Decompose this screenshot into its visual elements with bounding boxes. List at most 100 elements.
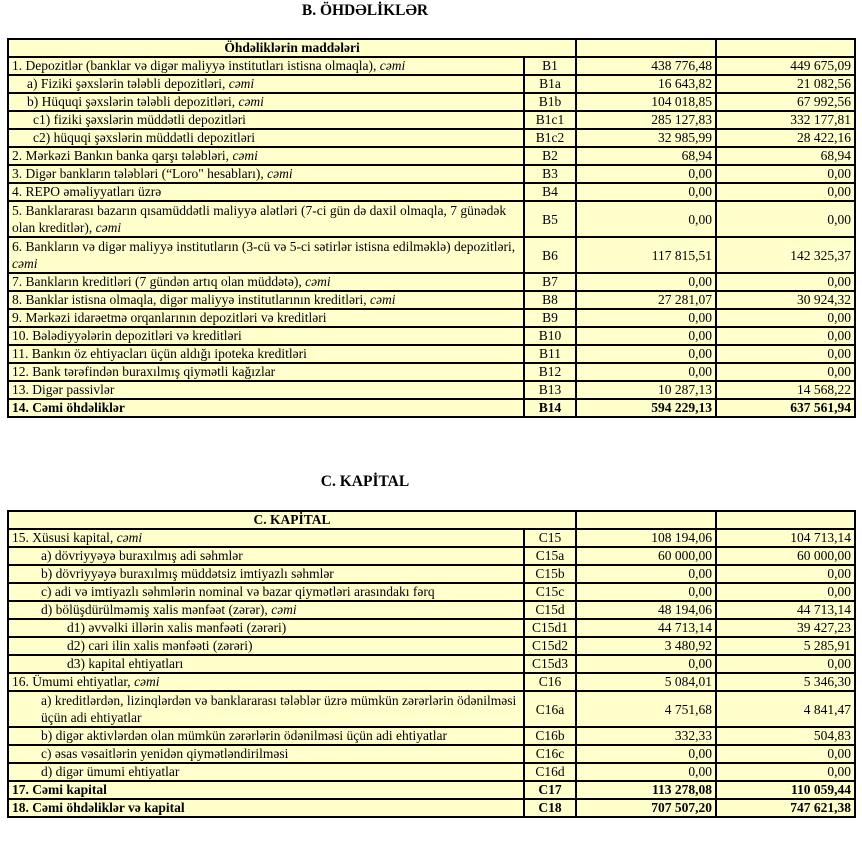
table-row: 4. REPO əməliyyatları üzrə B4 0,00 0,00 (7, 182, 857, 202)
section-b-title: B. ÖHDƏLİKLƏR (301, 2, 429, 19)
row-value-2: 0,00 (715, 654, 857, 674)
row-value-2: 110 059,44 (715, 780, 857, 800)
table-row: 13. Digər passivlər B13 10 287,13 14 568,22 (7, 380, 857, 400)
row-label-text: 15. Xüsusi kapital, (12, 530, 117, 545)
row-value-2: 0,00 (715, 344, 857, 364)
table-row: 16. Ümumi ehtiyatlar, cəmi C16 5 084,01 5 3… (7, 672, 857, 692)
row-label-text: d) bölüşdürülməmiş xalis mənfəət (zərər)… (41, 602, 272, 617)
row-value-1: 0,00 (575, 182, 718, 202)
row-value-1: 5 084,01 (575, 672, 718, 692)
table-row: 9. Mərkəzi idarəetmə orqanlarının depozi… (7, 308, 857, 328)
row-label: 7. Bankların kreditləri (7 gündən artıq … (7, 272, 525, 292)
row-value-1: 117 815,51 (575, 236, 718, 274)
row-value-1: 0,00 (575, 582, 718, 602)
table-row: c2) hüquqi şəxslərin müddətli depozitlər… (7, 128, 857, 148)
row-label: 9. Mərkəzi idarəetmə orqanlarının depozi… (7, 308, 525, 328)
row-label-text: 2. Mərkəzi Bankın banka qarşı tələbləri, (12, 148, 233, 163)
table-row: 3. Digər bankların tələbləri (“Loro" hes… (7, 164, 857, 184)
row-code: B14 (522, 398, 578, 418)
row-value-1: 707 507,20 (575, 798, 718, 818)
row-label-text: 14. Cəmi öhdəliklər (12, 400, 125, 415)
row-value-2: 67 992,56 (715, 92, 857, 112)
table-row: 5. Banklararası bazarın qısamüddətli mal… (7, 200, 857, 238)
row-code: C15d2 (522, 636, 578, 656)
row-label: 4. REPO əməliyyatları üzrə (7, 182, 525, 202)
row-label-emphasis: cəmi (370, 292, 396, 307)
row-code: B12 (522, 362, 578, 382)
row-value-2: 0,00 (715, 362, 857, 382)
row-value-1: 16 643,82 (575, 74, 718, 94)
row-code: C16d (522, 762, 578, 782)
row-label-text: d2) cari ilin xalis mənfəəti (zərəri) (67, 638, 253, 653)
header-label: Öhdəliklərin maddələri (6, 38, 578, 58)
table-row: c1) fiziki şəxslərin müddətli depozitlər… (7, 110, 857, 130)
table-row: 17. Cəmi kapital C17 113 278,08 110 059,44 (7, 780, 857, 800)
row-value-2: 21 082,56 (715, 74, 857, 94)
row-value-2: 0,00 (715, 582, 857, 602)
table-row: d1) əvvəlki illərin xalis mənfəəti (zərə… (7, 618, 857, 638)
row-label-text: 12. Bank tərəfindən buraxılmış qiymətli … (12, 364, 276, 379)
row-label-text: 13. Digər passivlər (12, 382, 115, 397)
row-code: C17 (522, 780, 578, 800)
row-label-text: 5. Banklararası bazarın qısamüddətli mal… (12, 203, 507, 235)
capital-table: C. KAPİTAL 15. Xüsusi kapital, cəmi C15 10… (6, 510, 857, 818)
row-value-2: 0,00 (715, 308, 857, 328)
row-code: B1c1 (522, 110, 578, 130)
row-label-text: c1) fiziki şəxslərin müddətli depozitlər… (33, 112, 246, 127)
row-value-2: 39 427,23 (715, 618, 857, 638)
row-value-2: 0,00 (715, 326, 857, 346)
row-label-emphasis: cəmi (134, 674, 160, 689)
row-label: d1) əvvəlki illərin xalis mənfəəti (zərə… (7, 618, 525, 638)
row-label-text: 11. Bankın öz ehtiyacları üçün aldığı ip… (12, 346, 307, 361)
row-value-1: 0,00 (575, 164, 718, 184)
row-label: a) kreditlərdən, lizinqlərdən və banklar… (7, 690, 525, 728)
row-value-1: 104 018,85 (575, 92, 718, 112)
row-label-text: d3) kapital ehtiyatları (67, 656, 184, 671)
row-value-1: 0,00 (575, 272, 718, 292)
row-label-text: 16. Ümumi ehtiyatlar, (12, 674, 135, 689)
row-label: 8. Banklar istisna olmaqla, digər maliyy… (7, 290, 525, 310)
row-code: C16a (522, 690, 578, 728)
row-label-emphasis: cəmi (12, 256, 38, 271)
table-row: d2) cari ilin xalis mənfəəti (zərəri) C15… (7, 636, 857, 656)
row-value-2: 637 561,94 (715, 398, 857, 418)
row-label-text: b) digər aktivlərdən olan mümkün zərərlə… (41, 728, 447, 743)
table-row: d) bölüşdürülməmiş xalis mənfəət (zərər)… (7, 600, 857, 620)
row-label-text: 4. REPO əməliyyatları üzrə (12, 184, 162, 199)
table-header-row: C. KAPİTAL (6, 510, 857, 530)
row-value-2: 142 325,37 (715, 236, 857, 274)
row-value-2: 0,00 (715, 182, 857, 202)
row-label-text: 6. Bankların və digər maliyyə institutla… (12, 239, 516, 254)
row-value-2: 28 422,16 (715, 128, 857, 148)
row-label: 10. Bələdiyyələrin depozitləri və kredit… (7, 326, 525, 346)
row-code: C15d3 (522, 654, 578, 674)
row-label: b) dövriyyəyə buraxılmış müddətsiz imtiy… (7, 564, 525, 584)
row-value-2: 104 713,14 (715, 528, 857, 548)
row-value-2: 60 000,00 (715, 546, 857, 566)
row-label: 3. Digər bankların tələbləri (“Loro" hes… (7, 164, 525, 184)
row-value-2: 0,00 (715, 164, 857, 184)
row-code: B3 (522, 164, 578, 184)
table-row: 12. Bank tərəfindən buraxılmış qiymətli … (7, 362, 857, 382)
row-code: C15d (522, 600, 578, 620)
row-label: d3) kapital ehtiyatları (7, 654, 525, 674)
row-label: b) Hüquqi şəxslərin tələbli depozitləri,… (7, 92, 525, 112)
row-value-1: 113 278,08 (575, 780, 718, 800)
row-label: 15. Xüsusi kapital, cəmi (7, 528, 525, 548)
table-row: 10. Bələdiyyələrin depozitləri və kredit… (7, 326, 857, 346)
row-value-2: 504,83 (715, 726, 857, 746)
table-row: 1. Depozitlər (banklar və digər maliyyə … (7, 56, 857, 76)
row-label-text: 10. Bələdiyyələrin depozitləri və kredit… (12, 328, 242, 343)
row-value-1: 285 127,83 (575, 110, 718, 130)
table-row: a) Fiziki şəxslərin tələbli depozitləri,… (7, 74, 857, 94)
row-code: B8 (522, 290, 578, 310)
row-label-text: a) Fiziki şəxslərin tələbli depozitləri, (27, 76, 229, 91)
row-value-1: 0,00 (575, 744, 718, 764)
row-value-2: 30 924,32 (715, 290, 857, 310)
row-label: 16. Ümumi ehtiyatlar, cəmi (7, 672, 525, 692)
row-value-1: 0,00 (575, 200, 718, 238)
row-value-2: 5 346,30 (715, 672, 857, 692)
row-label-text: 8. Banklar istisna olmaqla, digər maliyy… (12, 292, 371, 307)
row-code: C16c (522, 744, 578, 764)
table-row: 11. Bankın öz ehtiyacları üçün aldığı ip… (7, 344, 857, 364)
